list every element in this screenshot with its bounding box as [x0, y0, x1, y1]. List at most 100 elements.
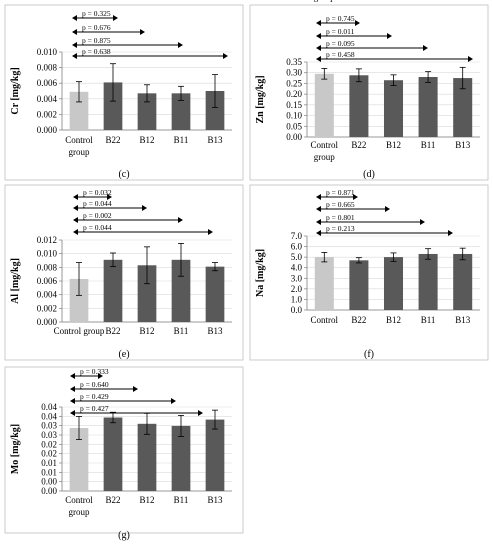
p-value-label: p = 0.745: [326, 14, 355, 23]
arrow-head: [316, 194, 321, 200]
x-tick-label: B13: [455, 315, 471, 325]
x-tick-label: Control: [65, 135, 93, 145]
arrow-head: [198, 410, 203, 416]
arrow-head: [448, 230, 453, 236]
bar: [205, 266, 225, 322]
y-tick-label: 0.000: [37, 125, 58, 135]
bar: [383, 257, 404, 310]
y-axis-label: Zn [mg/kg]: [255, 75, 266, 123]
y-tick-label: 0.004: [37, 290, 58, 300]
bar: [171, 259, 191, 322]
p-value-label: p = 0.871: [326, 188, 355, 197]
y-tick-label: 7.0: [291, 231, 303, 241]
p-value-label: p = 0.095: [326, 39, 355, 48]
y-tick-label: 0.20: [286, 89, 302, 99]
bar: [171, 425, 191, 491]
bar: [137, 265, 157, 322]
y-tick-label: 0.002: [37, 109, 57, 119]
arrow-head: [178, 217, 183, 223]
p-value-label: p = 0.325: [82, 9, 111, 18]
arrow-head: [133, 386, 138, 392]
p-value-label: p = 0.429: [80, 392, 109, 401]
p-value-label: p = 0.638: [82, 47, 111, 56]
arrow-head: [72, 53, 77, 59]
y-tick-label: 0.02: [41, 439, 57, 449]
x-tick-label: B22: [105, 495, 120, 505]
p-value-label: p = 0.676: [82, 23, 111, 32]
y-tick-label: 0.010: [37, 47, 58, 57]
y-tick-label: 0.01: [41, 467, 57, 477]
bar: [453, 78, 473, 137]
y-tick-label: 0.35: [286, 57, 302, 67]
arrow-head: [353, 194, 358, 200]
panel-frame: [4, 4, 244, 181]
x-tick-label: B13: [455, 140, 471, 150]
arrow-head: [107, 194, 112, 200]
arrow-head: [387, 33, 392, 39]
panel-frame: [249, 4, 489, 181]
bar: [205, 91, 225, 130]
x-tick-label: B12: [139, 495, 154, 505]
p-value-label: p = 0.333: [80, 367, 109, 376]
x-tick-label: B11: [174, 495, 189, 505]
x-tick-label: Control group: [54, 326, 105, 336]
arrow-head: [423, 45, 428, 51]
p-value-label: p = 0.044: [83, 223, 112, 232]
arrow-head: [142, 205, 147, 211]
y-tick-label: 0.03: [41, 421, 57, 431]
y-tick-label: 0.00: [41, 486, 57, 496]
y-tick-label: 0.006: [37, 276, 58, 286]
bar: [314, 257, 334, 310]
arrow-head: [316, 230, 321, 236]
bar: [349, 75, 369, 137]
y-tick-label: 0.008: [37, 63, 58, 73]
y-axis-label: Na [mg/kg]: [255, 249, 266, 297]
x-tick-label: B11: [174, 135, 189, 145]
x-tick-label: B12: [386, 315, 401, 325]
bar: [103, 259, 123, 322]
x-tick-label: group: [314, 152, 335, 162]
arrow-head: [72, 15, 77, 21]
p-value-label: p = 0.665: [326, 200, 355, 209]
arrow-head: [70, 410, 75, 416]
bar: [418, 253, 438, 310]
y-axis-label: Mo [mg/kg]: [10, 424, 21, 474]
bar: [171, 93, 191, 130]
x-tick-label: B11: [421, 140, 436, 150]
y-tick-label: 2.0: [291, 284, 303, 294]
bar: [453, 253, 473, 310]
arrow-head: [70, 373, 75, 379]
arrow-head: [98, 373, 103, 379]
x-tick-label: B22: [351, 315, 366, 325]
arrow-head: [316, 206, 321, 212]
arrow-head: [73, 229, 78, 235]
p-value-label: p = 0.427: [80, 404, 109, 413]
p-value-label: p = 0.044: [83, 199, 112, 208]
bar: [314, 73, 334, 137]
arrow-head: [316, 56, 321, 62]
y-tick-label: 0.01: [41, 458, 57, 468]
bar: [137, 93, 157, 130]
y-tick-label: 0.010: [37, 249, 58, 259]
x-tick-label: B11: [174, 326, 189, 336]
arrow-head: [316, 33, 321, 39]
arrow-head: [223, 53, 228, 59]
y-tick-label: 3.0: [291, 273, 303, 283]
y-tick-label: 0.30: [286, 68, 302, 78]
y-tick-label: 0.008: [37, 262, 58, 272]
y-axis-label: Al [mg/kg]: [10, 258, 21, 304]
arrow-head: [316, 219, 321, 225]
bar: [349, 260, 369, 310]
y-tick-label: 0.04: [41, 402, 57, 412]
y-tick-label: 0.004: [37, 94, 58, 104]
panel-frame: [4, 366, 244, 534]
bar: [205, 419, 225, 491]
panel-label: (c): [118, 169, 129, 180]
y-axis-label: Cr [mg/kg]: [10, 67, 21, 114]
x-tick-label: B11: [421, 315, 436, 325]
y-tick-label: 0.04: [41, 411, 57, 421]
y-tick-label: 0.0: [291, 305, 303, 315]
arrow-head: [468, 56, 473, 62]
chart-panel-3: 0.000 0.002 0.004 0.006 0.008 0.010 0.012 Al [m…: [4, 184, 244, 361]
y-tick-label: 1.0: [291, 294, 303, 304]
